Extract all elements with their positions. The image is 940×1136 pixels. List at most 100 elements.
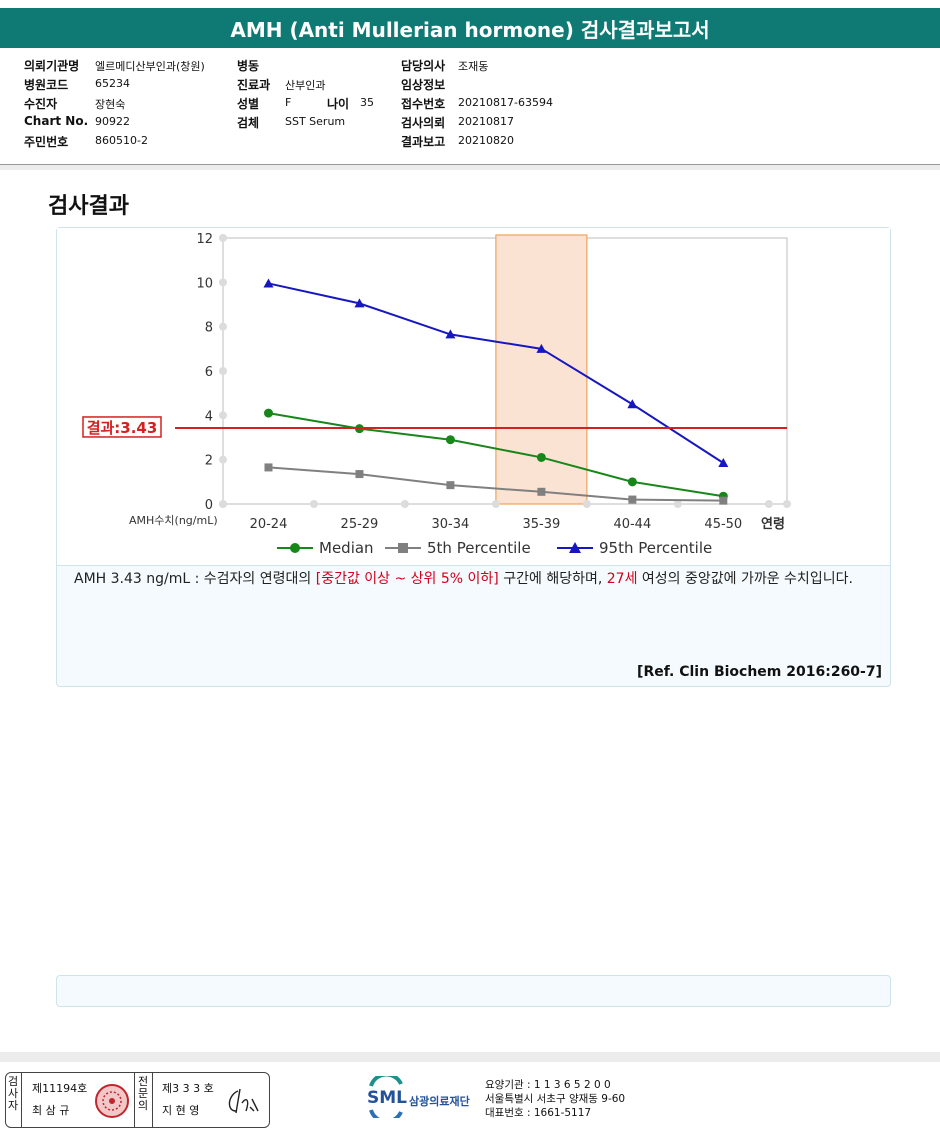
empty-panel [56,975,891,1007]
y-tick-label: 8 [205,321,213,336]
char: 자 [7,1099,19,1112]
age-label: 나이 [327,97,350,111]
series-line-1 [268,466,724,502]
examiner-vertical-label: 검 사 자 [7,1076,19,1112]
data-point [354,298,365,308]
x-grid-dot [309,500,318,508]
chart-area: 0 2 4 6 8 10 12 20-24 25-29 30-34 35-39 40-44 45-50 A… [57,228,890,566]
char: 전 [137,1075,149,1088]
x-tick-label: 20-24 [250,517,288,532]
footer-band [0,1052,940,1062]
legend-marker [290,543,300,553]
y-tick-label: 12 [196,232,213,247]
info-label: 진료과 [237,78,271,92]
info-value: 20210817 [458,115,514,128]
divider [21,1073,22,1127]
info-label: 주민번호 [24,135,69,149]
reference-citation: [Ref. Clin Biochem 2016:260-7] [637,664,882,680]
y-grid-dot [219,411,227,420]
info-label: 검사의뢰 [401,116,446,130]
info-value: 860510-2 [95,134,148,147]
y-grid-dot [219,278,227,287]
info-value: 20210820 [458,134,514,147]
y-tick-label: 10 [196,276,213,291]
legend-marker [569,542,581,553]
org-line: 대표번호 : 1661-5117 [485,1107,592,1119]
chart-panel: 0 2 4 6 8 10 12 20-24 25-29 30-34 35-39 40-44 45-50 A… [56,227,891,687]
data-point [536,452,546,462]
data-point [263,408,273,418]
seal-stamp [95,1084,129,1118]
y-tick-label: 2 [205,454,213,469]
data-point [537,487,546,496]
patient-info: 의뢰기관명 엘르메디산부인과(창원) 병원코드 65234 수진자 장현숙 Ch… [0,55,940,167]
info-label: 병동 [237,59,260,73]
sml-logo-text: SML [367,1088,407,1108]
data-point [446,481,455,490]
info-value: SST Serum [285,115,346,128]
data-point [264,463,273,472]
y-grid-dot [219,322,227,331]
report-title: AMH (Anti Mullerian hormone) 검사결과보고서 [0,8,940,48]
char: 문 [137,1087,149,1100]
info-label: 병원코드 [24,78,69,92]
highlight-band [495,234,588,505]
specialist-number: 제3 3 3 호 [162,1082,214,1095]
desc-text: 구간에 해당하며, [498,571,607,587]
legend-label: 95th Percentile [599,539,712,557]
data-point [627,399,638,409]
result-label-box [82,416,162,438]
y-tick-label: 6 [205,365,213,380]
info-label: 검체 [237,116,260,130]
footer: 검 사 자 제11194호 최 삼 규 전 문 의 제3 3 3 호 지 현 영 [0,1056,940,1136]
y-grid-dot [219,234,227,242]
signature-box: 검 사 자 제11194호 최 삼 규 전 문 의 제3 3 3 호 지 현 영 [5,1072,270,1128]
info-value: 산부인과 [285,79,326,92]
org-line: 요양기관 : 1 1 3 6 5 2 0 0 [485,1079,611,1091]
x-axis-label: 연령 [761,517,785,532]
legend-label: Median [319,539,374,557]
x-tick-label: 45-50 [704,517,742,532]
x-grid-dot [783,500,791,508]
info-label: 접수번호 [401,97,446,111]
info-label: 의뢰기관명 [24,59,80,73]
org-line: 서울특별시 서초구 양재동 9-60 [485,1093,626,1105]
data-point [445,435,455,445]
examiner-name: 최 삼 규 [32,1104,70,1117]
specialist-vertical-label: 전 문 의 [137,1076,149,1112]
data-point [627,477,637,487]
info-value: 장현숙 [95,98,126,111]
data-point [718,457,729,467]
signature [228,1088,259,1114]
organization-info: 요양기관 : 1 1 3 6 5 2 0 0 서울특별시 서초구 양재동 9-6… [485,1078,625,1120]
x-grid-dot [764,500,773,508]
data-point [355,470,364,479]
data-point [263,278,274,288]
desc-highlight-range: [중간값 이상 ~ 상위 5% 이하] [315,571,499,587]
info-value: 엘르메디산부인과(창원) [95,60,205,73]
x-tick-label: 25-29 [341,517,379,532]
info-label: 담당의사 [401,59,446,73]
info-value: 90922 [95,115,130,128]
data-point [628,495,637,504]
specialist-name: 지 현 영 [162,1104,200,1117]
data-point [445,329,456,339]
data-point [536,343,547,353]
x-grid-dot [673,500,682,508]
amh-line-chart: 0 2 4 6 8 10 12 20-24 25-29 30-34 35-39 40-44 45-50 A… [82,232,791,557]
char: 의 [137,1099,149,1112]
result-description: AMH 3.43 ng/mL : 수검자의 연령대의 [중간값 이상 ~ 상위 … [74,568,884,590]
age-value: 35 [360,96,374,109]
info-label: Chart No. [24,114,89,128]
desc-highlight-age: 27세 [606,571,638,587]
y-tick-label: 0 [205,498,213,513]
desc-text: AMH 3.43 ng/mL : 수검자의 연령대의 [74,571,316,587]
y-axis-label: AMH수치(ng/mL) [129,514,218,527]
section-title: 검사결과 [48,194,129,219]
header-shadow [0,165,940,170]
result-label: 결과:3.43 [87,419,158,437]
x-grid-dot [219,500,227,508]
legend-label: 5th Percentile [427,539,531,557]
x-grid-dot [491,500,500,508]
info-value: F [285,96,292,109]
